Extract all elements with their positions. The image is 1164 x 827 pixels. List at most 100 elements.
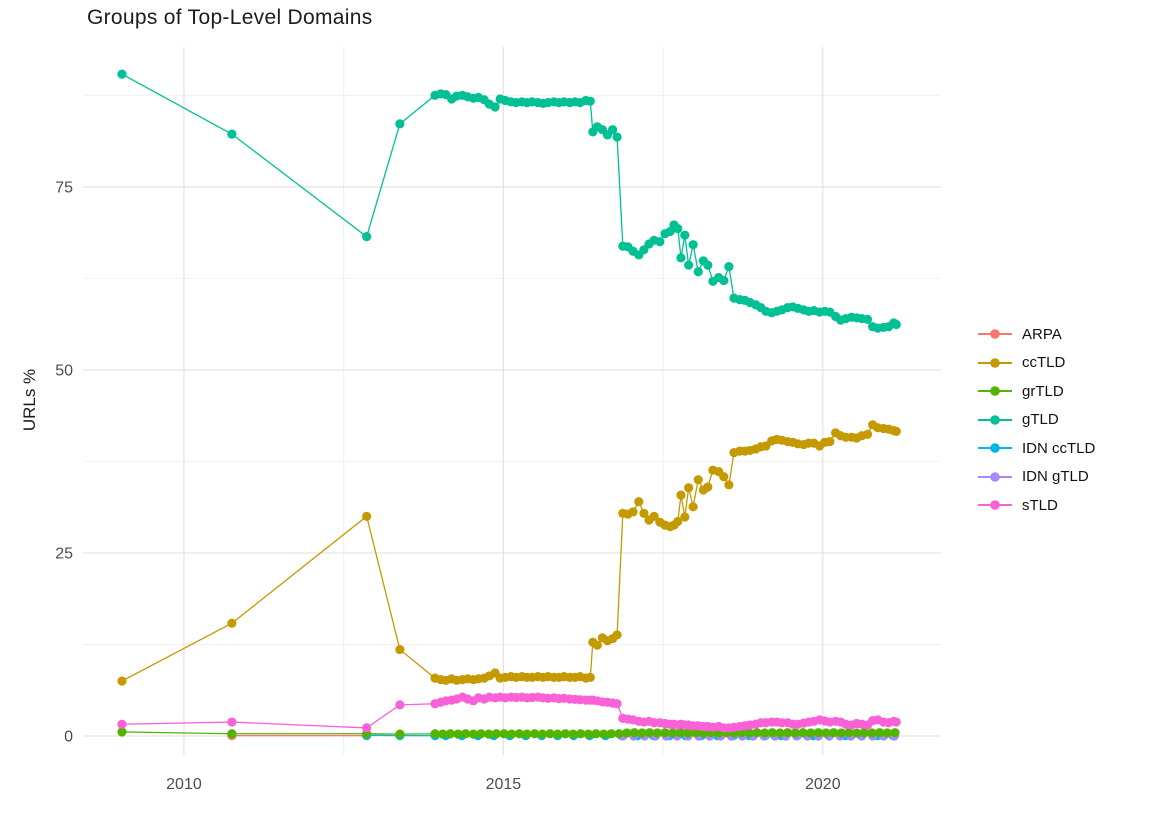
data-point xyxy=(680,512,690,522)
data-point xyxy=(606,729,616,739)
data-point xyxy=(790,728,800,738)
legend: ARPA ccTLD grTLD gTLD IDN ccTLD IDN gTLD sTLD xyxy=(978,320,1095,520)
data-point xyxy=(614,729,624,739)
data-point xyxy=(507,729,517,739)
data-point xyxy=(592,640,602,650)
legend-label: ccTLD xyxy=(1022,354,1066,372)
series-cctld xyxy=(117,420,901,686)
data-point xyxy=(649,511,659,521)
data-point xyxy=(684,483,694,493)
data-point xyxy=(875,728,885,738)
data-point xyxy=(445,729,455,739)
data-point xyxy=(703,482,713,492)
data-point xyxy=(568,729,578,739)
data-point xyxy=(117,727,127,737)
data-point xyxy=(821,728,831,738)
legend-key-dot xyxy=(990,471,1000,482)
data-point xyxy=(676,253,686,263)
minor-gridlines xyxy=(83,47,941,755)
data-point xyxy=(724,480,734,490)
legend-key-dot xyxy=(990,329,1000,340)
data-point xyxy=(585,96,595,106)
data-point xyxy=(227,618,237,628)
chart-title: Groups of Top-Level Domains xyxy=(87,6,373,29)
legend-label: IDN gTLD xyxy=(1022,468,1089,486)
data-point xyxy=(844,728,854,738)
data-point xyxy=(693,475,703,485)
data-point xyxy=(522,729,532,739)
data-point xyxy=(652,728,662,738)
data-point xyxy=(490,102,500,112)
data-point xyxy=(836,728,846,738)
series-stld xyxy=(117,692,901,733)
data-point xyxy=(227,129,237,139)
legend-label: ARPA xyxy=(1022,325,1062,343)
data-point xyxy=(576,729,586,739)
legend-key-dot xyxy=(990,414,1000,425)
data-point xyxy=(825,437,835,447)
data-point xyxy=(683,728,693,738)
data-point xyxy=(430,729,440,739)
data-point xyxy=(688,240,698,250)
data-point xyxy=(634,497,644,507)
data-point xyxy=(628,507,638,517)
data-point xyxy=(117,69,127,79)
data-point xyxy=(553,729,563,739)
data-point xyxy=(691,728,701,738)
data-point xyxy=(461,729,471,739)
legend-key-icon xyxy=(978,357,1012,368)
data-point xyxy=(622,728,632,738)
data-point xyxy=(724,262,734,272)
data-point xyxy=(585,672,595,682)
data-point xyxy=(395,700,405,710)
data-point xyxy=(117,719,127,729)
data-point xyxy=(395,644,405,655)
x-tick-label: 2020 xyxy=(805,776,841,793)
data-point xyxy=(438,729,448,739)
data-point xyxy=(698,728,708,738)
major-gridlines xyxy=(83,47,941,755)
data-point xyxy=(882,728,892,738)
data-point xyxy=(668,728,678,738)
legend-item-arpa: ARPA xyxy=(978,320,1095,349)
data-point xyxy=(645,728,655,738)
data-point xyxy=(639,508,649,518)
data-point xyxy=(752,728,762,738)
x-axis-tick-labels: 2010 2015 2020 xyxy=(166,776,841,793)
data-point xyxy=(783,728,793,738)
legend-label: grTLD xyxy=(1022,382,1064,400)
data-point xyxy=(806,728,816,738)
data-point xyxy=(612,699,622,709)
legend-key-dot xyxy=(990,357,1000,368)
legend-label: sTLD xyxy=(1022,496,1058,514)
legend-key-dot xyxy=(990,386,1000,397)
legend-item-idn-cctld: IDN ccTLD xyxy=(978,434,1095,463)
data-point xyxy=(599,729,609,739)
legend-key-dot xyxy=(990,500,1000,511)
data-point xyxy=(117,676,127,686)
data-point xyxy=(362,511,372,521)
legend-label: IDN ccTLD xyxy=(1022,439,1096,457)
data-point xyxy=(530,729,540,739)
data-point xyxy=(468,729,478,739)
data-point xyxy=(673,516,683,527)
series-gtld xyxy=(117,69,901,333)
data-point xyxy=(655,237,665,247)
series-line xyxy=(121,73,897,329)
legend-key-icon xyxy=(978,386,1012,397)
series-grtld xyxy=(117,727,900,739)
data-point xyxy=(684,260,694,270)
data-point xyxy=(362,723,372,733)
legend-key-icon xyxy=(978,329,1012,340)
data-point xyxy=(362,232,372,242)
legend-key-icon xyxy=(978,443,1012,454)
legend-label: gTLD xyxy=(1022,411,1059,429)
legend-item-grtld: grTLD xyxy=(978,377,1095,406)
data-point xyxy=(862,314,873,324)
data-point xyxy=(612,630,622,640)
y-tick-label: 75 xyxy=(55,179,73,196)
legend-item-gtld: gTLD xyxy=(978,406,1095,435)
y-tick-label: 0 xyxy=(64,728,73,745)
data-point xyxy=(560,729,570,739)
